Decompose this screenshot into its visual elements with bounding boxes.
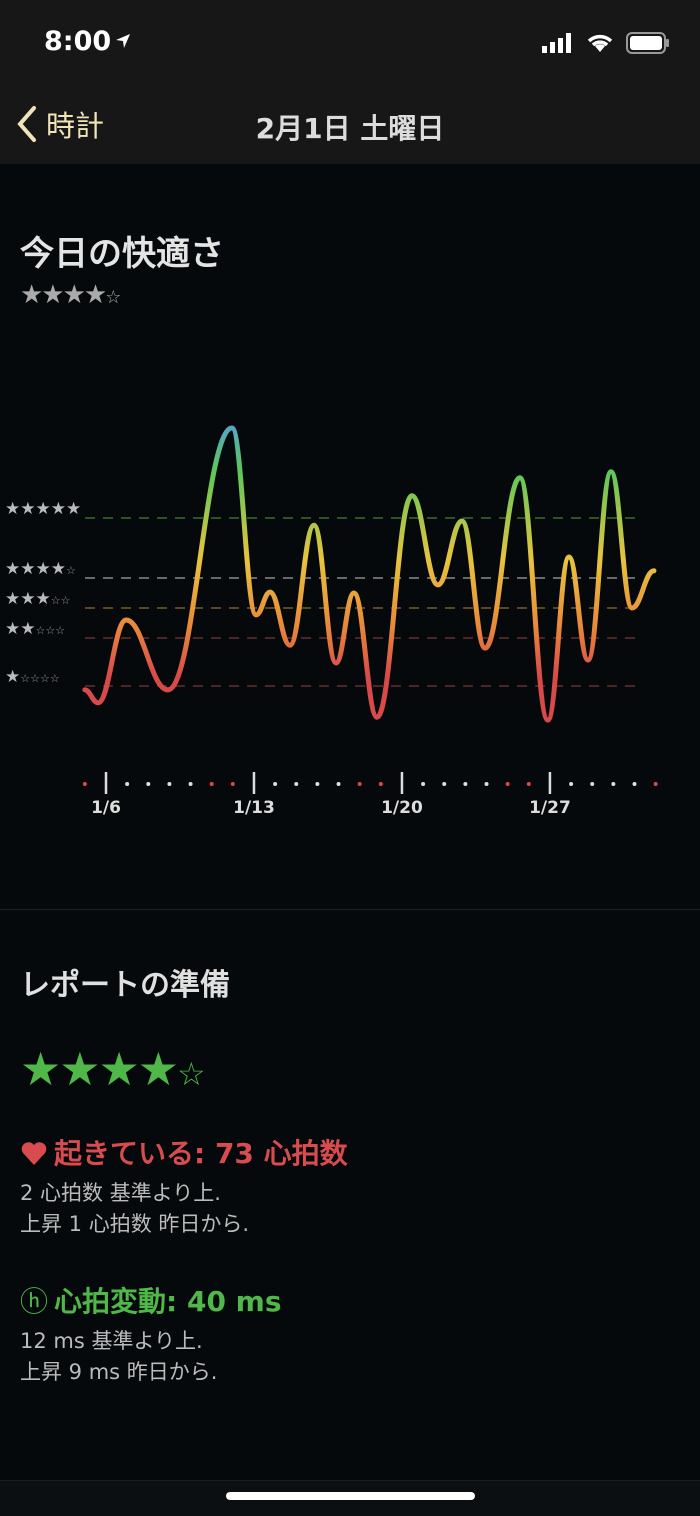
day-dot [146,782,151,786]
empty-stars: ☆ [105,287,121,308]
chevron-left-icon [17,106,36,142]
day-dot [505,782,510,786]
day-dot [442,782,447,786]
level-label-2: ★★☆☆☆ [5,619,65,639]
day-dot [526,782,531,786]
day-dot [357,782,362,786]
day-dot [463,782,468,786]
report-rating-stars: ★★★★☆ [20,1042,206,1096]
x-tick-label: 1/6 [91,798,121,818]
back-label: 時計 [46,109,105,143]
heart-rate-line-2: 上昇 1 心拍数 昨日から. [20,1212,250,1236]
wifi-icon [587,34,613,52]
day-dot [125,782,130,786]
comfort-line [82,425,657,723]
heart-icon [21,1142,47,1165]
comfort-rating-stars: ★★★★☆ [20,280,121,310]
day-dot [611,782,616,786]
filled-stars: ★★★★ [20,1042,179,1096]
heart-rate-label: 起きている: 73 心拍数 [54,1137,348,1170]
hrv-heading: ⓗ 心拍変動: 40 ms [20,1280,282,1320]
section-divider [0,909,700,910]
hrv-details: 12 ms 基準より上. 上昇 9 ms 昨日から. [20,1326,217,1388]
status-time: 8:00 [44,26,112,57]
empty-stars: ☆ [176,1055,206,1093]
day-dot [230,782,235,786]
day-dot [484,782,489,786]
battery-icon [626,32,669,54]
heart-rate-details: 2 心拍数 基準より上. 上昇 1 心拍数 昨日から. [20,1178,249,1240]
back-button[interactable]: 時計 [16,103,104,145]
day-dot [632,782,637,786]
day-dot [273,782,278,786]
day-dot [188,782,193,786]
filled-stars: ★★★★ [20,280,107,310]
day-dot [167,782,172,786]
level-label-4: ★★★★☆ [5,559,76,579]
x-tick-label: 1/20 [381,798,423,818]
heart-rate-line-1: 2 心拍数 基準より上. [20,1181,221,1205]
circled-h-icon: ⓗ [20,1285,49,1318]
resting-heart-rate-heading: 起きている: 73 心拍数 [20,1132,348,1172]
home-indicator[interactable] [226,1492,475,1500]
day-dot [569,782,574,786]
day-dot [421,782,426,786]
navigation-bar: 時計 2月1日 土曜日 [0,85,700,164]
level-label-1: ★☆☆☆☆ [5,667,60,687]
level-label-5: ★★★★★ [5,499,81,519]
day-dot [82,782,87,786]
day-dot [378,782,383,786]
x-tick-label: 1/13 [233,798,275,818]
location-arrow-icon [116,34,130,48]
day-dot [590,782,595,786]
comfort-title: 今日の快適さ [20,234,224,274]
report-title: レポートの準備 [20,968,230,1003]
hrv-label: 心拍変動: 40 ms [54,1285,282,1318]
day-dot [294,782,299,786]
hrv-line-1: 12 ms 基準より上. [20,1329,203,1353]
day-dot [209,782,214,786]
comfort-chart: ★★★★★ ★★★★☆ ★★★☆☆ ★★☆☆☆ ★☆☆☆☆ 1/6 1/13 1/20 1/2… [5,425,658,818]
day-dot [315,782,320,786]
hrv-line-2: 上昇 9 ms 昨日から. [20,1360,218,1384]
level-label-3: ★★★☆☆ [5,589,71,609]
page-title: 2月1日 土曜日 [255,112,445,145]
day-dot [336,782,341,786]
status-bar: 8:00 [0,0,700,85]
x-tick-label: 1/27 [529,798,571,818]
cellular-signal-icon [542,33,571,53]
day-dot [653,782,658,786]
